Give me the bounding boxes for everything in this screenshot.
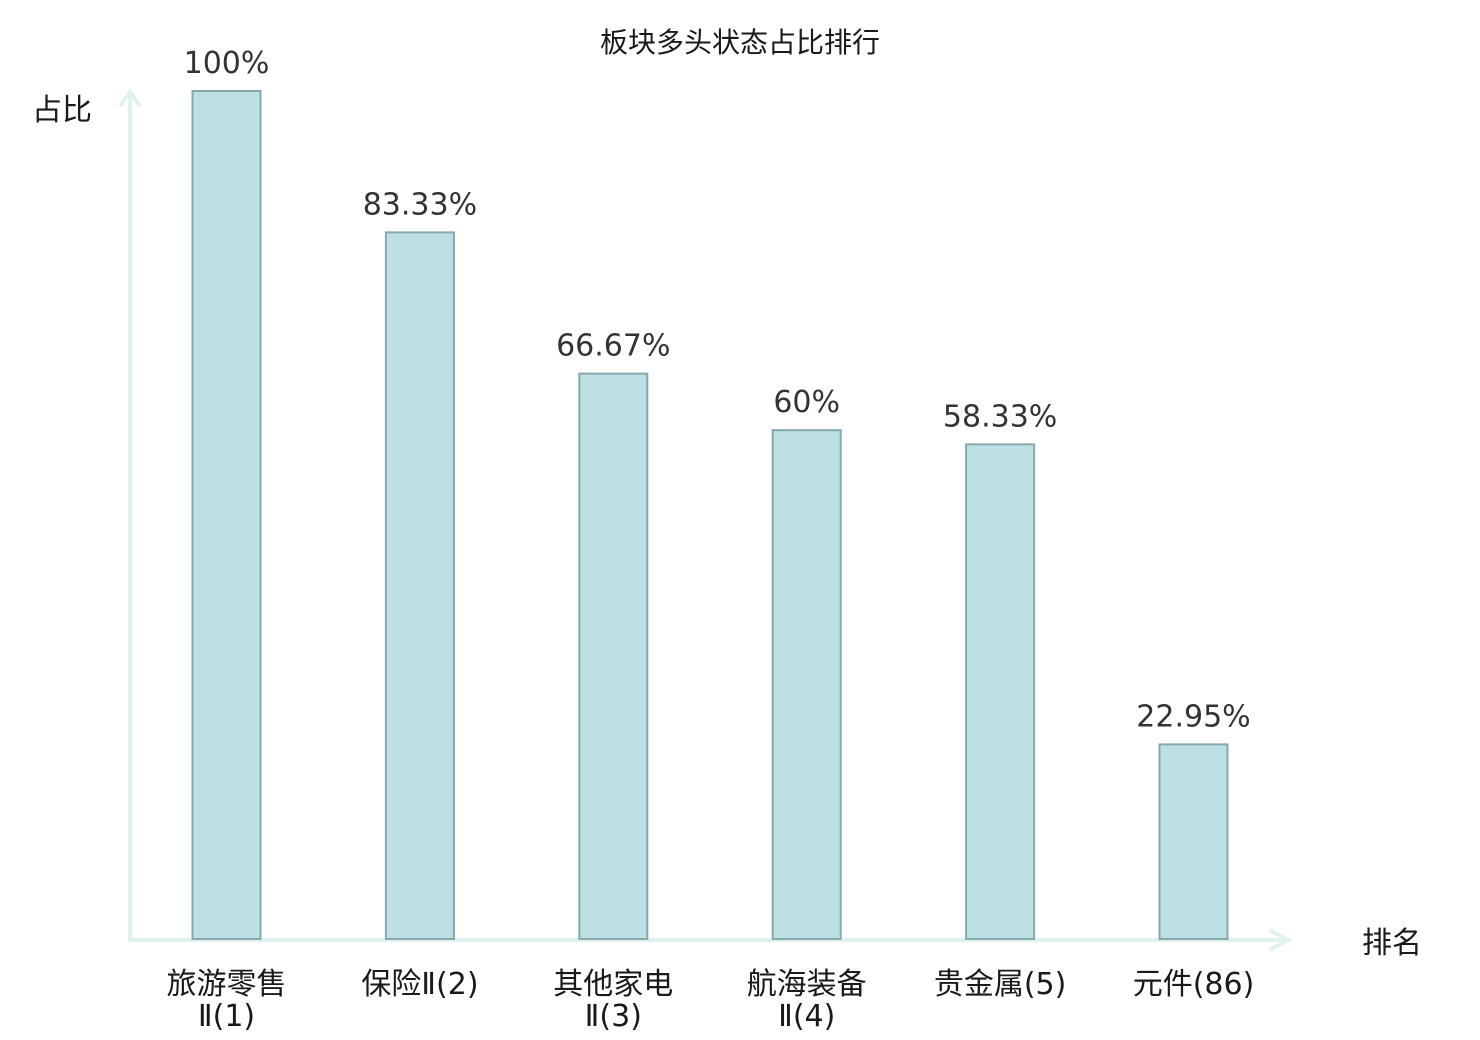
value-labels-group: 100% 83.33% 66.67% 60% 58.33% 22.95% [184, 46, 1251, 734]
value-label-6: 22.95% [1136, 699, 1250, 734]
category-label-5-line-1: 贵金属(5) [934, 967, 1067, 1002]
category-label-1-line-2: Ⅱ(1) [198, 999, 255, 1034]
category-label-6-line-1: 元件(86) [1133, 967, 1255, 1002]
bar-3 [578, 372, 649, 940]
axes [118, 88, 1293, 952]
chart-title: 板块多头状态占比排行 [600, 26, 880, 59]
value-label-1: 100% [184, 46, 270, 81]
x-axis-arrow-icon [1269, 928, 1293, 952]
y-axis-label: 占比 [32, 93, 92, 128]
category-label-3-line-2: Ⅱ(3) [585, 999, 642, 1034]
value-label-2: 83.33% [363, 187, 477, 222]
category-label-4-line-2: Ⅱ(4) [778, 999, 835, 1034]
category-label-2-line-1: 保险Ⅱ(2) [361, 967, 478, 1002]
bar-6 [1158, 743, 1229, 940]
value-label-4: 60% [773, 385, 840, 420]
category-label-3-line-1: 其他家电 [553, 967, 673, 1002]
bar-2 [384, 231, 455, 941]
bars-group [191, 90, 1229, 941]
bar-1 [191, 90, 262, 940]
value-label-3: 66.67% [556, 329, 670, 364]
value-label-5: 58.33% [943, 399, 1057, 434]
category-label-4-line-1: 航海装备 [747, 967, 867, 1002]
bar-5 [965, 443, 1036, 940]
x-axis-label: 排名 [1362, 926, 1422, 961]
bar-4 [771, 429, 842, 940]
y-axis-arrow-icon [118, 88, 142, 108]
category-label-1-line-1: 旅游零售 [167, 967, 287, 1002]
